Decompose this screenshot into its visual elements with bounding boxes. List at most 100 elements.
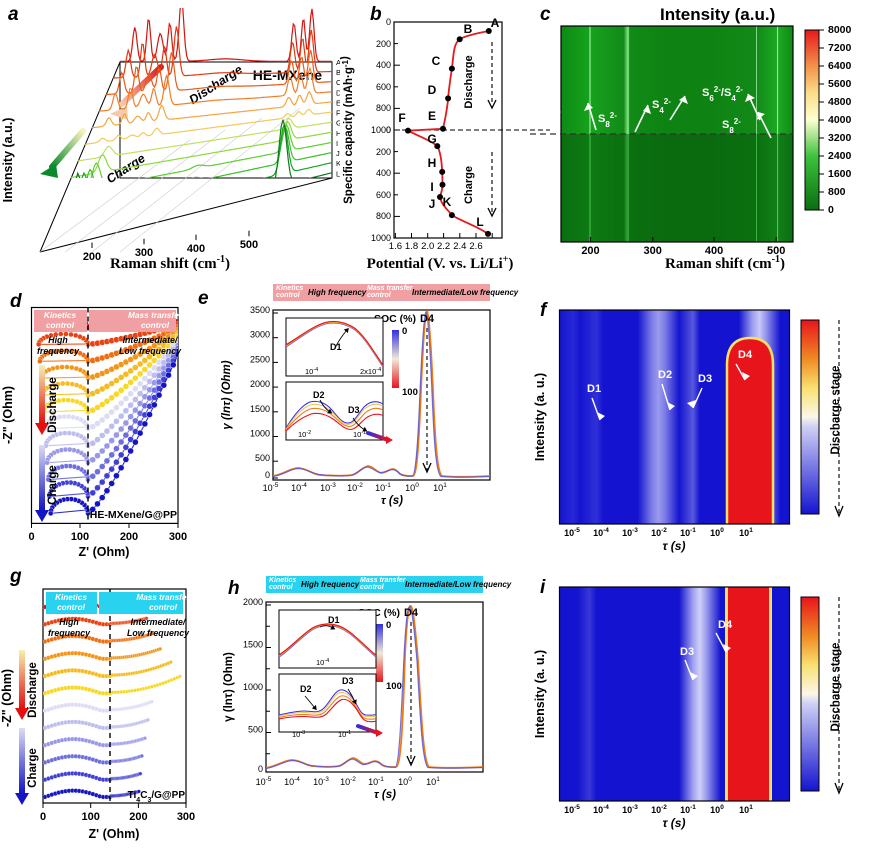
svg-text:D3: D3	[342, 676, 354, 686]
svg-text:control: control	[269, 584, 294, 591]
svg-text:c: c	[540, 4, 551, 25]
svg-text:Charge: Charge	[27, 748, 39, 788]
svg-text:-Z" (Ohm): -Z" (Ohm)	[0, 669, 14, 727]
svg-text:200: 200	[129, 811, 147, 823]
svg-text:0: 0	[386, 125, 391, 135]
svg-text:Z' (Ohm): Z' (Ohm)	[79, 545, 130, 559]
svg-text:0: 0	[402, 326, 407, 337]
svg-text:500: 500	[255, 453, 270, 463]
svg-text:Intermediate/Low frequency: Intermediate/Low frequency	[412, 288, 519, 297]
svg-text:Mass transfer: Mass transfer	[360, 577, 407, 584]
svg-text:D1: D1	[328, 615, 340, 625]
svg-text:200: 200	[376, 147, 391, 157]
svg-text:D4: D4	[718, 619, 733, 631]
svg-text:10-5: 10-5	[256, 776, 272, 787]
svg-text:800: 800	[376, 211, 391, 221]
svg-text:10-3: 10-3	[622, 527, 638, 538]
svg-text:6400: 6400	[828, 60, 852, 72]
svg-text:0: 0	[828, 204, 834, 216]
svg-text:D2: D2	[300, 684, 312, 694]
svg-text:Low frequency: Low frequency	[127, 628, 190, 638]
svg-text:101: 101	[739, 527, 753, 538]
svg-text:γ (lnτ) (Ohm): γ (lnτ) (Ohm)	[221, 360, 233, 429]
svg-text:10-3: 10-3	[622, 804, 638, 815]
svg-text:800: 800	[376, 103, 391, 113]
svg-text:10-2: 10-2	[347, 482, 363, 493]
svg-text:g: g	[9, 566, 22, 587]
svg-text:2000: 2000	[250, 379, 270, 389]
svg-text:D4: D4	[738, 349, 753, 361]
svg-text:3500: 3500	[250, 305, 270, 315]
svg-text:100: 100	[71, 531, 89, 543]
svg-text:B: B	[464, 22, 473, 36]
svg-text:10-3: 10-3	[313, 776, 329, 787]
svg-text:τ (s): τ (s)	[663, 539, 686, 553]
svg-text:Charge: Charge	[463, 166, 475, 204]
svg-text:Discharge: Discharge	[463, 55, 475, 108]
svg-text:Kinetics: Kinetics	[55, 593, 87, 602]
svg-text:I: I	[430, 180, 433, 194]
svg-text:frequency: frequency	[48, 628, 91, 638]
svg-text:1600: 1600	[828, 168, 852, 180]
svg-text:101: 101	[426, 776, 440, 787]
svg-text:500: 500	[248, 725, 263, 735]
svg-text:100: 100	[405, 482, 419, 493]
svg-text:10-1: 10-1	[368, 776, 384, 787]
svg-text:Mass transfer: Mass transfer	[136, 593, 190, 602]
svg-text:8000: 8000	[828, 24, 852, 36]
svg-text:10-2: 10-2	[651, 527, 667, 538]
svg-text:10-1: 10-1	[680, 527, 696, 538]
svg-text:1.6: 1.6	[389, 241, 402, 252]
svg-text:control: control	[149, 603, 177, 612]
svg-text:10-4: 10-4	[593, 527, 609, 538]
svg-text:Discharge: Discharge	[27, 662, 39, 718]
svg-text:2400: 2400	[828, 150, 852, 162]
svg-text:τ (s): τ (s)	[381, 495, 403, 507]
svg-text:200: 200	[120, 531, 138, 543]
svg-text:200: 200	[376, 39, 391, 49]
svg-text:Specific capacity (mAh·g-1): Specific capacity (mAh·g-1)	[340, 56, 355, 204]
svg-text:10-3: 10-3	[320, 482, 336, 493]
svg-text:F: F	[398, 111, 405, 125]
svg-text:Kinetics: Kinetics	[269, 577, 296, 584]
svg-text:0: 0	[258, 764, 263, 774]
svg-text:10-5: 10-5	[564, 804, 580, 815]
svg-text:D: D	[428, 83, 437, 97]
svg-text:400: 400	[376, 168, 391, 178]
svg-text:0: 0	[265, 470, 270, 480]
svg-text:5600: 5600	[828, 78, 852, 90]
svg-text:τ (s): τ (s)	[374, 789, 396, 801]
svg-text:100: 100	[386, 681, 402, 692]
svg-text:7200: 7200	[828, 42, 852, 54]
svg-text:Z' (Ohm): Z' (Ohm)	[89, 827, 140, 841]
svg-text:2.4: 2.4	[453, 241, 466, 252]
svg-text:100: 100	[398, 776, 412, 787]
svg-text:S82-: S82-	[542, 107, 561, 125]
svg-text:4800: 4800	[828, 96, 852, 108]
svg-text:100: 100	[402, 387, 418, 398]
svg-text:control: control	[367, 292, 392, 299]
svg-text:Discharge stage: Discharge stage	[830, 366, 842, 455]
svg-text:10-2: 10-2	[340, 776, 356, 787]
svg-text:A: A	[491, 16, 500, 30]
svg-text:J: J	[429, 197, 436, 211]
svg-text:I: I	[336, 139, 338, 148]
svg-text:4000: 4000	[828, 114, 852, 126]
svg-text:10-4: 10-4	[284, 776, 300, 787]
svg-text:600: 600	[376, 82, 391, 92]
svg-text:2.2: 2.2	[437, 241, 450, 252]
svg-text:Discharge stage: Discharge stage	[830, 643, 842, 732]
svg-text:D2: D2	[658, 369, 672, 381]
svg-text:HE-MXene/G@PP: HE-MXene/G@PP	[90, 509, 177, 521]
svg-text:300: 300	[177, 811, 195, 823]
svg-text:control: control	[57, 603, 85, 612]
svg-text:10-4: 10-4	[593, 804, 609, 815]
svg-text:Intensity (a.u.): Intensity (a.u.)	[1, 118, 15, 203]
svg-text:H: H	[428, 156, 437, 170]
svg-text:control: control	[276, 292, 301, 299]
svg-text:D2: D2	[313, 390, 325, 400]
svg-text:300: 300	[169, 531, 187, 543]
svg-text:101: 101	[739, 804, 753, 815]
svg-text:3200: 3200	[828, 132, 852, 144]
svg-text:0: 0	[28, 531, 34, 543]
